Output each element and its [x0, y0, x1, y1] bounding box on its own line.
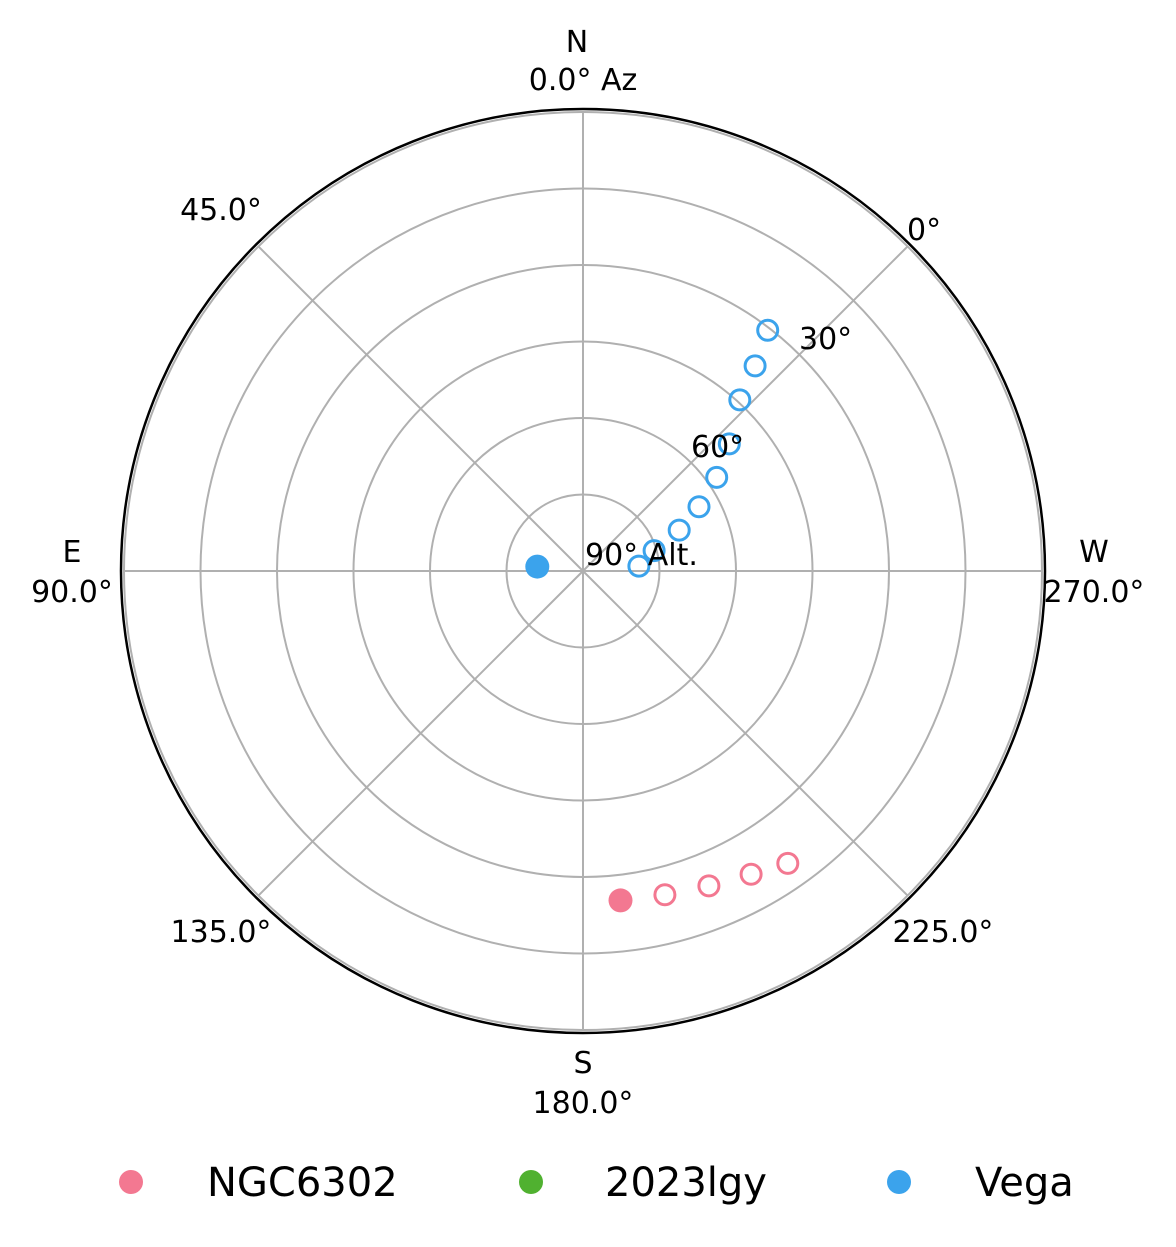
- axis-labels: N 0.0° Az E 90.0° S 180.0° W 270.0° 45.0…: [31, 25, 1144, 1121]
- legend-marker-vega: [887, 1170, 911, 1194]
- marker-vega-7: [728, 388, 752, 412]
- marker-ngc6302-1: [653, 883, 677, 907]
- marker-vega-8: [743, 354, 767, 378]
- polar-grid: [119, 107, 1047, 1035]
- marker-vega-2: [642, 539, 666, 563]
- plot-frame: [119, 107, 1047, 1035]
- azimuth-gridline-135: [257, 570, 584, 897]
- marker-ngc6302-2: [697, 874, 721, 898]
- azimuth-label-90: 90.0°: [31, 575, 113, 610]
- legend-label-vega: Vega: [975, 1160, 1074, 1206]
- data-markers: [525, 318, 800, 913]
- marker-vega-0: [525, 554, 550, 579]
- legend-marker-ngc6302: [119, 1170, 143, 1194]
- azimuth-label-45: 45.0°: [180, 193, 262, 228]
- marker-ngc6302-3: [739, 862, 763, 886]
- azimuth-label-0: 0.0° Az: [529, 63, 638, 98]
- marker-ngc6302-0: [608, 888, 633, 913]
- marker-vega-4: [687, 495, 711, 519]
- cardinal-east: E: [63, 535, 82, 570]
- cardinal-west: W: [1079, 535, 1109, 570]
- altitude-tick-60: 60°: [691, 430, 744, 465]
- marker-vega-3: [667, 518, 691, 542]
- marker-vega-9: [756, 318, 780, 342]
- legend: NGC6302 2023lgy Vega: [119, 1160, 1074, 1206]
- altitude-center-label: 90° Alt.: [585, 538, 698, 573]
- azimuth-label-180: 180.0°: [533, 1086, 634, 1121]
- legend-marker-2023lgy: [519, 1170, 543, 1194]
- azimuth-label-135: 135.0°: [171, 915, 272, 950]
- legend-label-2023lgy: 2023lgy: [605, 1160, 767, 1206]
- azimuth-gridline-45: [257, 245, 584, 572]
- altitude-tick-30: 30°: [799, 322, 852, 357]
- azimuth-label-270: 270.0°: [1044, 575, 1145, 610]
- azimuth-label-225: 225.0°: [893, 915, 994, 950]
- marker-vega-6: [717, 432, 741, 456]
- cardinal-south: S: [573, 1046, 592, 1081]
- legend-label-ngc6302: NGC6302: [207, 1160, 398, 1206]
- marker-ngc6302-4: [776, 851, 800, 875]
- altitude-tick-0: 0°: [907, 213, 941, 248]
- marker-vega-1: [627, 554, 651, 578]
- marker-vega-5: [705, 465, 729, 489]
- azimuth-gridline-225: [582, 570, 909, 897]
- cardinal-north: N: [566, 25, 588, 60]
